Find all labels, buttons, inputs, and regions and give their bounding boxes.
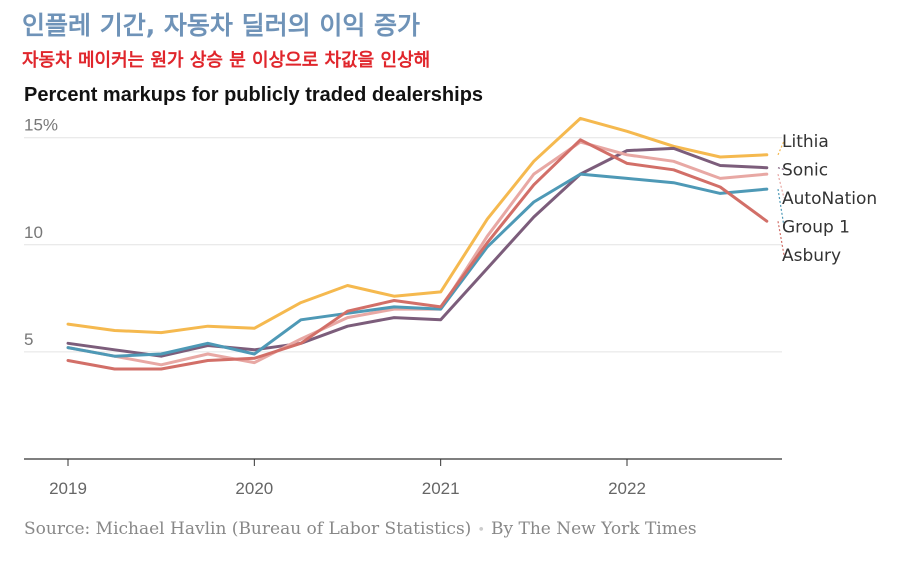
gridlines bbox=[24, 137, 782, 353]
page-subheadline: 자동차 메이커는 원가 상승 분 이상으로 차값을 인상해 bbox=[22, 50, 431, 71]
legend-leader-lithia bbox=[777, 140, 785, 156]
x-tick-label: 2020 bbox=[235, 479, 273, 498]
credit-note: By The New York Times bbox=[490, 519, 697, 539]
legend-label-sonic: Sonic bbox=[782, 161, 828, 181]
y-tick-label: 5 bbox=[24, 330, 33, 349]
legend-leader-asbury bbox=[777, 221, 785, 256]
series-line-asbury bbox=[66, 138, 769, 371]
source-note: Source: Michael Havlin (Bureau of Labor … bbox=[24, 519, 472, 539]
y-tick-label: 15% bbox=[24, 116, 58, 135]
series-line-sonic bbox=[66, 146, 769, 358]
chart-footer: Source: Michael Havlin (Bureau of Labor … bbox=[24, 519, 697, 539]
legend-label-asbury: Asbury bbox=[782, 246, 841, 266]
legend-label-autonation: AutoNation bbox=[782, 189, 877, 209]
separator-dot: • bbox=[477, 523, 485, 538]
series-line-group-1 bbox=[66, 172, 769, 358]
legend-leader-autonation bbox=[777, 173, 785, 199]
legend: Lithia Sonic AutoNation Group 1 Asbury bbox=[777, 132, 877, 266]
x-tick-label: 2022 bbox=[608, 479, 646, 498]
series-line-lithia bbox=[66, 116, 769, 335]
axes: 5 10 15% 2019 2020 2021 2022 bbox=[24, 116, 782, 498]
legend-leader-sonic bbox=[777, 167, 785, 171]
series-lines bbox=[66, 116, 769, 371]
legend-label-group-1: Group 1 bbox=[782, 218, 850, 238]
x-tick-label: 2021 bbox=[422, 479, 460, 498]
legend-label-lithia: Lithia bbox=[782, 132, 829, 152]
page-headline: 인플레 기간, 자동차 딜러의 이익 증가 bbox=[22, 11, 421, 40]
chart-title: Percent markups for publicly traded deal… bbox=[24, 84, 484, 106]
y-tick-label: 10 bbox=[24, 223, 43, 242]
x-tick-label: 2019 bbox=[49, 479, 87, 498]
